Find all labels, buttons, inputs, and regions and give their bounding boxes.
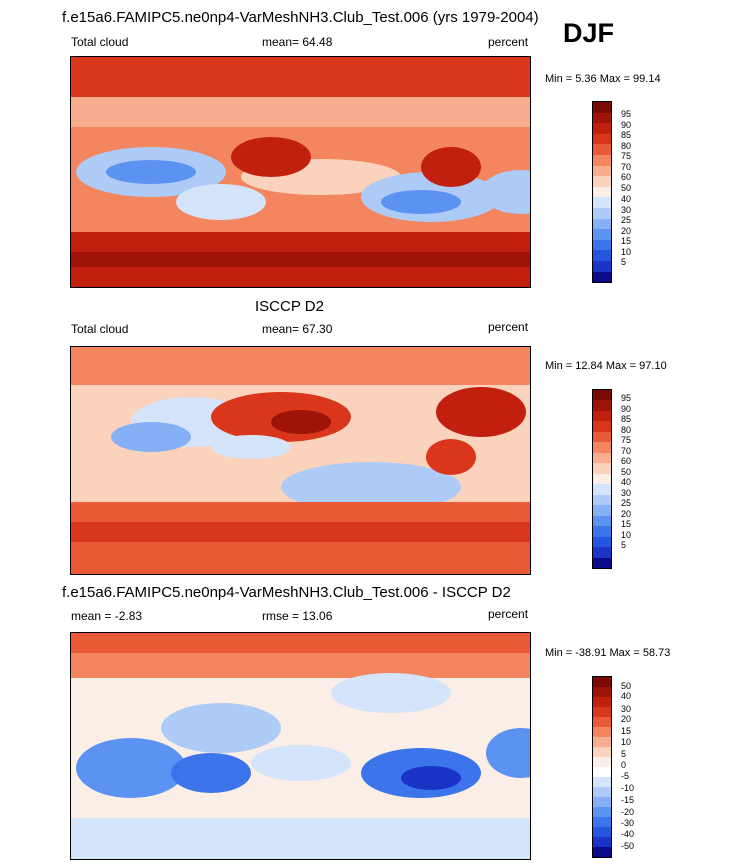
panel-1-tick: 10 (621, 247, 632, 257)
panel-1-units: percent (488, 35, 529, 49)
panel-1-variable: Total cloud (71, 35, 129, 49)
panel-2-tick: 15 (621, 519, 632, 529)
panel-1-tick: 5 (621, 257, 627, 267)
panel-3-tick: -50 (621, 841, 635, 851)
panel-2-mean: mean= 67.30 (262, 322, 333, 336)
panel-1-colorbar (592, 101, 612, 283)
panel-3-units: percent (488, 607, 529, 621)
main-title: f.e15a6.FAMIPC5.ne0np4-VarMeshNH3.Club_T… (62, 9, 539, 26)
panel-3-map (70, 632, 531, 860)
panel-1-tick: 60 (621, 172, 632, 182)
panel-2-tick: 40 (621, 477, 632, 487)
season-label: DJF (563, 18, 615, 48)
panel-2-variable: Total cloud (71, 322, 129, 336)
panel-1-tick: 95 (621, 109, 632, 119)
panel-3-tick: 50 (621, 681, 632, 691)
panel-2-tick: 50 (621, 467, 632, 477)
panel-2-tick: 75 (621, 435, 632, 445)
panel-3-tick: 10 (621, 737, 632, 747)
panel-2-tick: 20 (621, 509, 632, 519)
panel-1-map (70, 56, 531, 288)
panel-2-title: ISCCP D2 (255, 298, 324, 315)
panel-3-colorbar (592, 676, 612, 858)
panel-1-tick: 90 (621, 120, 632, 130)
panel-1-tick: 30 (621, 205, 632, 215)
panel-1-tick: 20 (621, 226, 632, 236)
panel-2-field (71, 347, 530, 574)
panel-2-tick: 60 (621, 456, 632, 466)
panel-3-mean: mean = -2.83 (71, 609, 143, 623)
panel-2-tick: 25 (621, 498, 632, 508)
panel-2-tick: 30 (621, 488, 632, 498)
panel-3-tick: -40 (621, 829, 635, 839)
panel-3-tick: 15 (621, 726, 632, 736)
panel-2-tick: 85 (621, 414, 632, 424)
panel-2-tick: 70 (621, 446, 632, 456)
panel-1-tick: 15 (621, 236, 632, 246)
panel-1-tick: 85 (621, 130, 632, 140)
panel-3-tick: 40 (621, 691, 632, 701)
panel-3-tick: -30 (621, 818, 635, 828)
panel-2-tick: 80 (621, 425, 632, 435)
panel-3-rmse: rmse = 13.06 (262, 609, 333, 623)
panel-3-title: f.e15a6.FAMIPC5.ne0np4-VarMeshNH3.Club_T… (62, 584, 511, 601)
panel-3-minmax: Min = -38.91 Max = 58.73 (545, 647, 671, 659)
panel-3-tick: -15 (621, 795, 635, 805)
panel-3-tick: 0 (621, 760, 627, 770)
panel-2-tick: 90 (621, 404, 632, 414)
panel-1-tick: 70 (621, 162, 632, 172)
panel-3-tick: 20 (621, 714, 632, 724)
panel-1-tick: 80 (621, 141, 632, 151)
panel-2-units: percent (488, 320, 529, 334)
panel-2-tick: 5 (621, 540, 627, 550)
panel-2-map (70, 346, 531, 575)
panel-1-mean: mean= 64.48 (262, 35, 333, 49)
panel-1-field (71, 57, 530, 287)
panel-1-tick: 50 (621, 183, 632, 193)
panel-1-tick: 25 (621, 215, 632, 225)
panel-1-tick: 75 (621, 151, 632, 161)
panel-2-minmax: Min = 12.84 Max = 97.10 (545, 360, 667, 372)
panel-3-tick: -10 (621, 783, 635, 793)
panel-3-field (71, 633, 530, 859)
panel-3-tick: -5 (621, 771, 630, 781)
panel-1-tick: 40 (621, 194, 632, 204)
panel-1-minmax: Min = 5.36 Max = 99.14 (545, 73, 661, 85)
panel-2-colorbar (592, 389, 612, 569)
panel-3-tick: -20 (621, 807, 635, 817)
panel-2-tick: 10 (621, 530, 632, 540)
panel-2-tick: 95 (621, 393, 632, 403)
panel-3-tick: 5 (621, 749, 627, 759)
panel-3-tick: 30 (621, 704, 632, 714)
